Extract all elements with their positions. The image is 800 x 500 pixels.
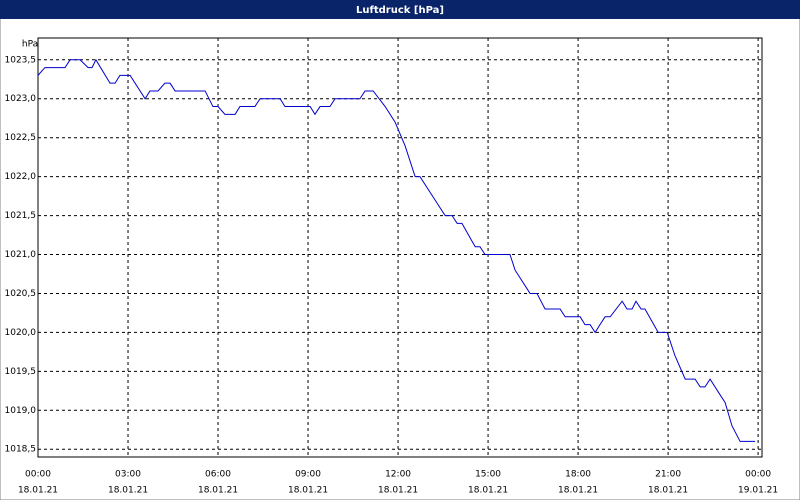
x-tick-date: 18.01.21: [648, 486, 688, 496]
x-tick-label: 21:00: [655, 470, 681, 480]
y-tick-label: 1023,5: [5, 55, 37, 65]
chart-title: Luftdruck [hPa]: [356, 5, 444, 16]
y-tick-label: 1018,5: [5, 445, 37, 455]
x-tick-date: 18.01.21: [108, 486, 148, 496]
x-tick-date: 18.01.21: [558, 486, 598, 496]
x-tick-date: 18.01.21: [378, 486, 418, 496]
x-tick-date: 18.01.21: [198, 486, 238, 496]
x-tick-date: 18.01.21: [288, 486, 328, 496]
y-tick-label: 1021,5: [5, 211, 37, 221]
x-tick-label: 00:00: [25, 470, 51, 480]
y-tick-label: 1019,5: [5, 367, 37, 377]
y-tick-label: 1019,0: [5, 406, 37, 416]
y-tick-label: 1020,0: [5, 328, 37, 338]
x-tick-label: 09:00: [295, 470, 321, 480]
plot-frame: [37, 37, 763, 458]
x-tick-date: 18.01.21: [18, 486, 58, 496]
x-tick-label: 06:00: [205, 470, 231, 480]
line: [37, 58, 756, 442]
title-bar: [0, 0, 800, 19]
y-tick-label: 1022,5: [5, 133, 37, 143]
x-tick-date: 19.01.21: [738, 486, 778, 496]
y-tick-label: 1023,0: [5, 94, 37, 104]
x-tick-label: 15:00: [475, 470, 501, 480]
x-tick-label: 00:00: [745, 470, 771, 480]
x-tick-label: 18:00: [565, 470, 591, 480]
y-tick-label: 1022,0: [5, 172, 37, 182]
y-tick-label: 1021,0: [5, 250, 37, 260]
y-unit: hPa: [22, 40, 38, 50]
y-tick-label: 1020,5: [5, 289, 37, 299]
x-tick-label: 03:00: [115, 470, 141, 480]
x-tick-date: 18.01.21: [468, 486, 508, 496]
x-tick-label: 12:00: [385, 470, 411, 480]
